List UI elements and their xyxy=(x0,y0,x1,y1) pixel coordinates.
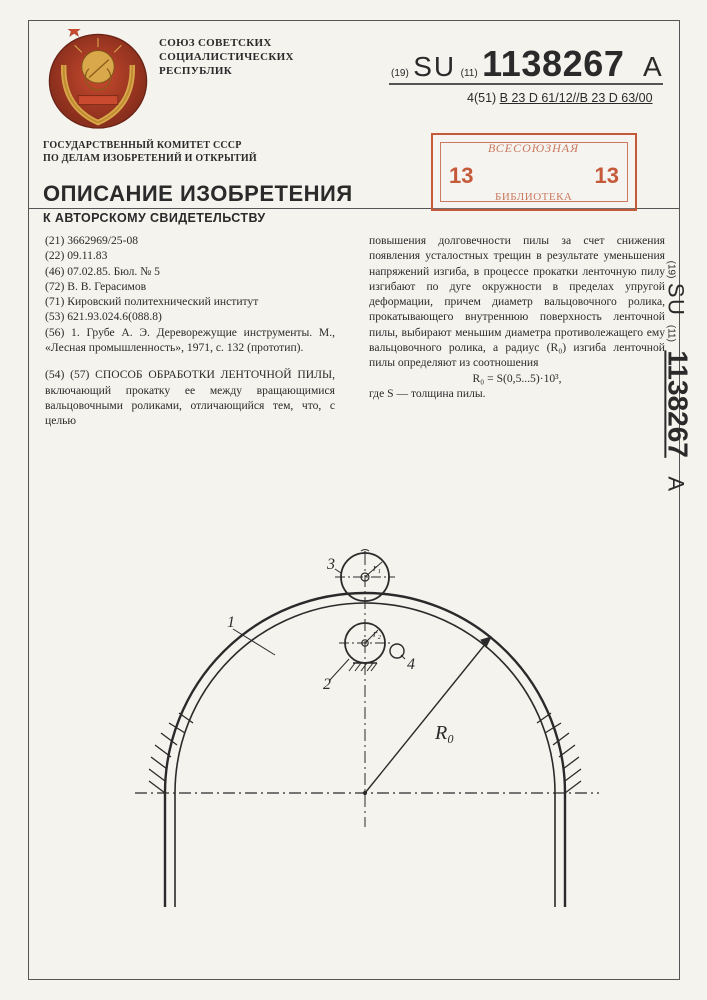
stamp-line1: ВСЕСОЮЗНАЯ xyxy=(488,141,579,156)
diagram: 1 2 3 4 R₀ r₁ r₂ xyxy=(105,547,625,937)
body-columns: (21) 3662969/25-08 (22) 09.11.83 (46) 07… xyxy=(29,209,679,509)
kind-code: A xyxy=(643,51,662,82)
diagram-label-2: 2 xyxy=(323,676,331,693)
abstract-left: (54) (57) СПОСОБ ОБРАБОТКИ ЛЕНТОЧНОЙ ПИЛ… xyxy=(45,367,335,428)
code-su: SU xyxy=(413,51,456,82)
field-72: (72) В. В. Герасимов xyxy=(45,279,335,294)
stamp-num-right: 13 xyxy=(595,163,619,189)
diagram-label-4: 4 xyxy=(407,656,415,673)
doc-header: СОЮЗ СОВЕТСКИХ СОЦИАЛИСТИЧЕСКИХ РЕСПУБЛИ… xyxy=(29,21,679,209)
stamp-line3: БИБЛИОТЕКА xyxy=(495,191,572,203)
field-71: (71) Кировский политехнический институт xyxy=(45,294,335,309)
diagram-label-3: 3 xyxy=(326,556,335,573)
field-46: (46) 07.02.85. Бюл. № 5 xyxy=(45,264,335,279)
side-num: 1138267 xyxy=(662,350,693,457)
diagram-r1: r₁ xyxy=(373,562,381,574)
side-19: (19) xyxy=(665,261,676,279)
side-kind: A xyxy=(663,476,688,491)
code-11: (11) xyxy=(461,68,478,79)
field-56: (56) 1. Грубе А. Э. Дереворежущие инстру… xyxy=(45,325,335,356)
ussr-name: СОЮЗ СОВЕТСКИХ СОЦИАЛИСТИЧЕСКИХ РЕСПУБЛИ… xyxy=(159,37,294,78)
field-21: (21) 3662969/25-08 xyxy=(45,233,335,248)
ipc-code: 4(51) B 23 D 61/12//B 23 D 63/00 xyxy=(467,91,653,105)
field-53: (53) 621.93.024.6(088.8) xyxy=(45,309,335,324)
publication-code: (19) SU (11) 1138267 A xyxy=(391,43,662,85)
ipc-prefix: 4(51) xyxy=(467,91,496,105)
ussr-emblem xyxy=(43,29,153,137)
diagram-r2: r₂ xyxy=(373,628,381,640)
formula-where: где S — толщина пилы. xyxy=(369,386,665,401)
page-frame: СОЮЗ СОВЕТСКИХ СОЦИАЛИСТИЧЕСКИХ РЕСПУБЛИ… xyxy=(28,20,680,980)
library-stamp: ВСЕСОЮЗНАЯ 13 13 БИБЛИОТЕКА xyxy=(431,133,637,211)
pub-number: 1138267 xyxy=(482,43,624,84)
code-19: (19) xyxy=(391,68,409,79)
formula: R₀ = S(0,5...5)·10³, xyxy=(369,371,665,386)
diagram-label-1: 1 xyxy=(227,614,235,631)
diagram-label-r0: R₀ xyxy=(434,722,454,744)
field-22: (22) 09.11.83 xyxy=(45,248,335,263)
side-pub-code: (19) SU (11) 1138267 A xyxy=(661,261,693,491)
left-column: (21) 3662969/25-08 (22) 09.11.83 (46) 07… xyxy=(45,233,335,429)
abstract-right: повышения долговечности пилы за счет сни… xyxy=(369,233,665,371)
right-column: повышения долговечности пилы за счет сни… xyxy=(369,233,665,401)
side-su: SU xyxy=(663,283,688,317)
committee-name: ГОСУДАРСТВЕННЫЙ КОМИТЕТ СССР ПО ДЕЛАМ ИЗ… xyxy=(43,139,257,165)
doc-title: ОПИСАНИЕ ИЗОБРЕТЕНИЯ xyxy=(43,181,353,207)
side-11: (11) xyxy=(665,325,676,342)
ipc-value: B 23 D 61/12//B 23 D 63/00 xyxy=(500,91,653,105)
stamp-num-left: 13 xyxy=(449,163,473,189)
header-rule xyxy=(389,83,663,85)
